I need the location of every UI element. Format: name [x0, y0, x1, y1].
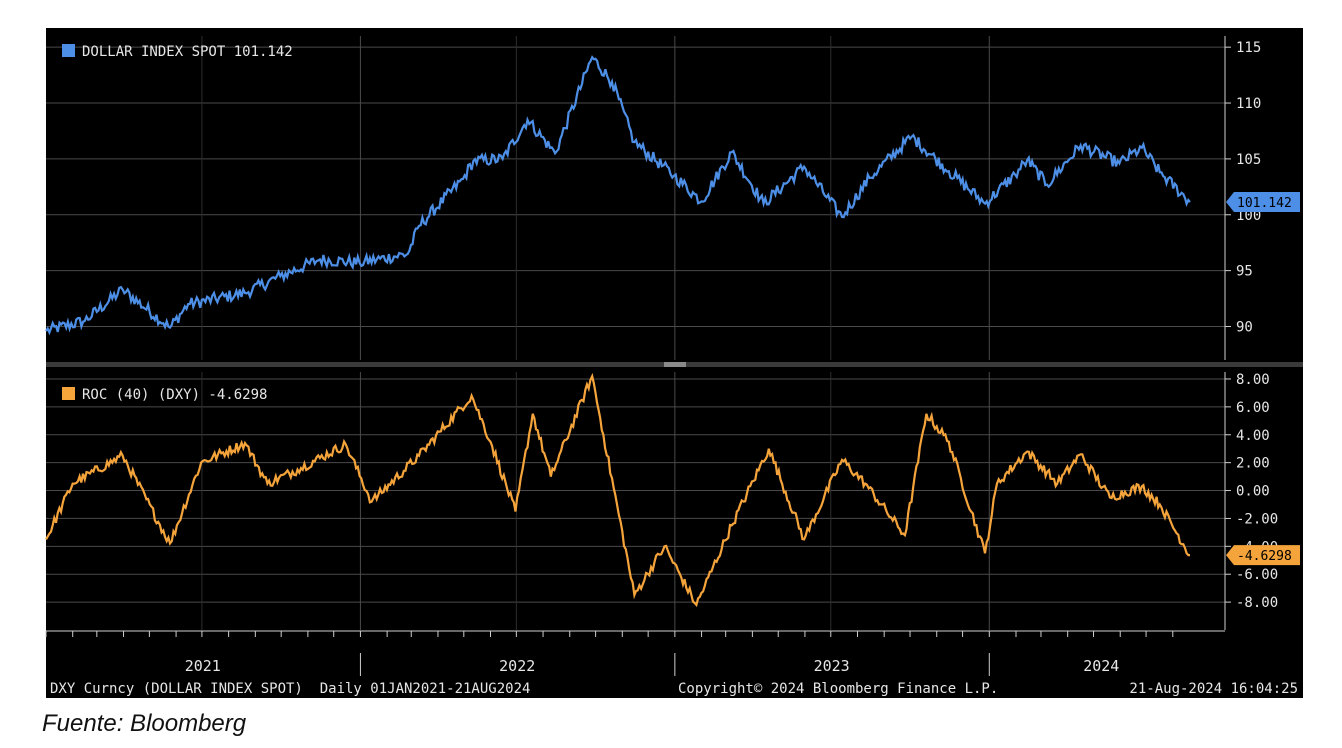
dxy-tick-label: 95 — [1236, 264, 1253, 280]
roc-series-line — [45, 372, 1190, 608]
dxy-last-value-label: 101.142 — [1237, 196, 1292, 211]
roc-legend-text: ROC (40) (DXY) -4.6298 — [82, 387, 267, 403]
roc-tick-label: -6.00 — [1236, 567, 1278, 583]
dxy-tick-label: 115 — [1236, 40, 1261, 56]
roc-last-value-tag: -4.6298 — [1226, 545, 1300, 566]
x-label-2023: 2023 — [814, 657, 850, 675]
panel-divider-handle[interactable] — [664, 362, 686, 367]
dxy-last-value-badge — [1226, 191, 1300, 212]
dxy-vertical-gridlines — [201, 36, 990, 360]
x-axis-year-separators — [359, 653, 990, 676]
x-label-2022: 2022 — [499, 657, 535, 675]
x-label-2021: 2021 — [185, 657, 221, 675]
roc-tick-label: 0.00 — [1236, 484, 1270, 500]
x-label-2024: 2024 — [1083, 657, 1119, 675]
source-note: Fuente: Bloomberg — [42, 710, 247, 737]
footer-copyright: Copyright© 2024 Bloomberg Finance L.P. — [678, 681, 998, 697]
dxy-legend-text: DOLLAR INDEX SPOT 101.142 — [82, 44, 293, 60]
chart-footer: DXY Curncy (DOLLAR INDEX SPOT) Daily 01J… — [50, 681, 1298, 697]
roc-panel: -8.00-6.00-4.00-2.000.002.004.006.008.00… — [45, 372, 1300, 630]
roc-gridlines — [46, 378, 1225, 603]
dxy-tick-label: 90 — [1236, 319, 1253, 335]
roc-legend: ROC (40) (DXY) -4.6298 — [62, 387, 267, 403]
dxy-tick-label: 105 — [1236, 152, 1261, 168]
x-axis: 2021 2022 2023 2024 — [45, 630, 1225, 676]
dxy-gridlines — [46, 46, 1225, 327]
x-axis-month-ticks — [45, 631, 1174, 637]
roc-tick-label: 4.00 — [1236, 428, 1270, 444]
dxy-last-value-tag: 101.142 — [1226, 191, 1300, 212]
roc-last-value-label: -4.6298 — [1237, 549, 1292, 564]
dxy-tick-label: 110 — [1236, 96, 1261, 112]
footer-ticker-info: DXY Curncy (DOLLAR INDEX SPOT) Daily 01J… — [50, 681, 530, 697]
dxy-legend: DOLLAR INDEX SPOT 101.142 — [62, 44, 293, 60]
roc-tick-label: 2.00 — [1236, 456, 1270, 472]
roc-tick-label: 6.00 — [1236, 400, 1270, 416]
roc-legend-swatch — [62, 387, 75, 400]
dxy-series-line — [45, 55, 1191, 336]
roc-last-value-badge — [1226, 545, 1300, 566]
roc-tick-label: -8.00 — [1236, 595, 1278, 611]
roc-y-ticks: -8.00-6.00-4.00-2.000.002.004.006.008.00 — [1225, 372, 1278, 611]
footer-timestamp: 21-Aug-2024 16:04:25 — [1129, 681, 1298, 697]
dxy-legend-swatch — [62, 44, 75, 57]
roc-tick-label: -2.00 — [1236, 511, 1278, 527]
roc-tick-label: 8.00 — [1236, 372, 1270, 388]
